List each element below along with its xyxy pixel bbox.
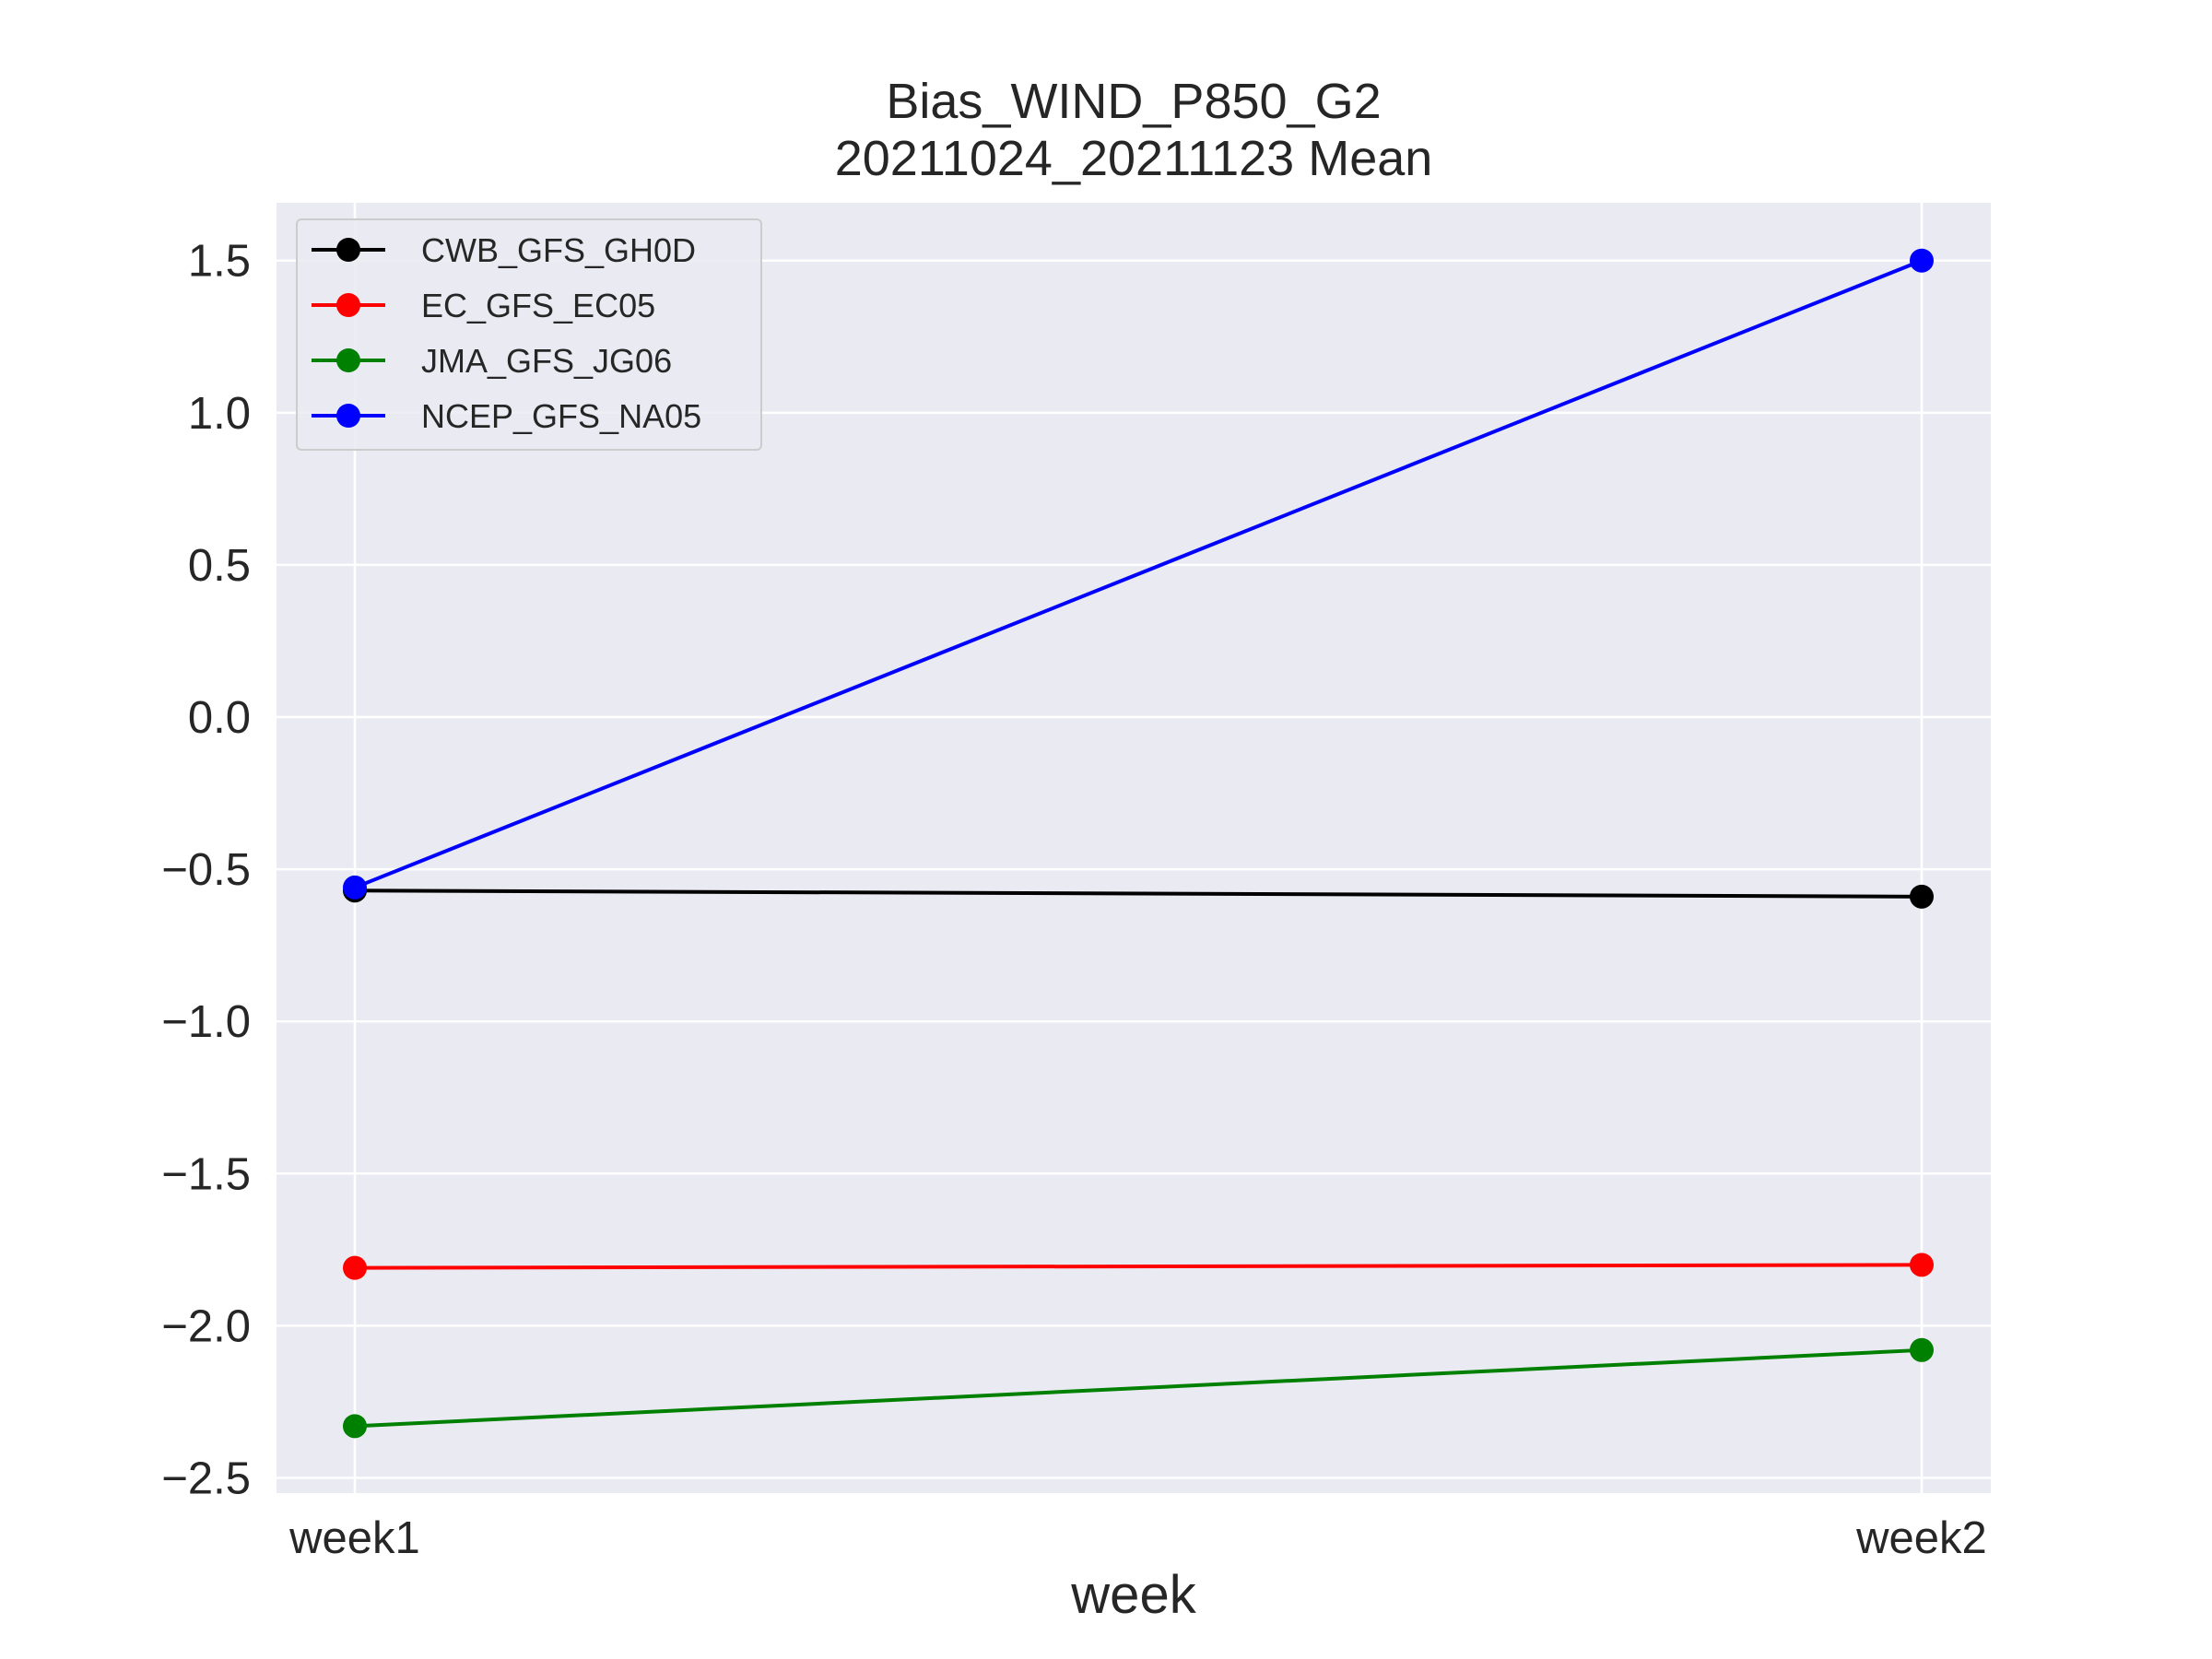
- series-ec-gfs-ec05: [343, 1253, 1934, 1280]
- legend-label: NCEP_GFS_NA05: [421, 397, 701, 435]
- legend-item: NCEP_GFS_NA05: [312, 397, 701, 435]
- legend-label: CWB_GFS_GH0D: [421, 231, 696, 269]
- data-point: [343, 1255, 367, 1280]
- series-line: [354, 258, 1923, 889]
- y-tick-label: −2.5: [161, 1453, 251, 1503]
- x-tick-label: week2: [1855, 1513, 1987, 1563]
- legend-frame: [296, 218, 762, 451]
- series-ncep-gfs-na05: [343, 248, 1934, 900]
- data-point: [343, 1414, 367, 1439]
- data-point: [343, 875, 367, 900]
- grid: [276, 203, 1991, 1493]
- series-line: [354, 888, 1923, 899]
- y-tick-label: 0.5: [188, 541, 251, 591]
- legend-item: JMA_GFS_JG06: [312, 342, 672, 380]
- y-tick-label: 1.5: [188, 237, 251, 287]
- legend-item: CWB_GFS_GH0D: [312, 231, 696, 269]
- x-tick-labels: week1 week2: [288, 1513, 1987, 1563]
- series-line: [354, 1347, 1923, 1429]
- series-line: [354, 1263, 1923, 1270]
- series-lines: [343, 248, 1934, 1439]
- chart-subtitle: 20211024_20211123 Mean: [835, 131, 1433, 186]
- y-tick-label: −0.5: [161, 845, 251, 895]
- x-tick-label: week1: [288, 1513, 420, 1563]
- legend-marker: [336, 348, 360, 372]
- legend-marker: [336, 404, 360, 428]
- x-axis-label: week: [1070, 1565, 1196, 1625]
- legend: CWB_GFS_GH0D EC_GFS_EC05 JMA_GFS_JG06 NCEP_…: [296, 218, 762, 451]
- y-tick-label: −1.0: [161, 997, 251, 1047]
- data-point: [1910, 884, 1934, 909]
- y-tick-labels: 1.5 1.0 0.5 0.0 −0.5 −1.0 −1.5 −2.0 −2.5: [161, 237, 251, 1504]
- data-point: [1910, 248, 1934, 273]
- y-tick-label: −2.0: [161, 1301, 251, 1351]
- legend-label: EC_GFS_EC05: [421, 287, 655, 324]
- y-tick-label: 1.0: [188, 389, 251, 439]
- legend-marker: [336, 238, 360, 262]
- y-tick-label: −1.5: [161, 1149, 251, 1199]
- data-point: [1910, 1253, 1934, 1277]
- y-tick-label: 0.0: [188, 693, 251, 743]
- data-point: [1910, 1337, 1934, 1362]
- legend-label: JMA_GFS_JG06: [421, 342, 672, 380]
- legend-item: EC_GFS_EC05: [312, 287, 655, 324]
- series-jma-gfs-jg06: [343, 1337, 1934, 1439]
- legend-marker: [336, 293, 360, 317]
- chart-title: Bias_WIND_P850_G2: [886, 74, 1381, 129]
